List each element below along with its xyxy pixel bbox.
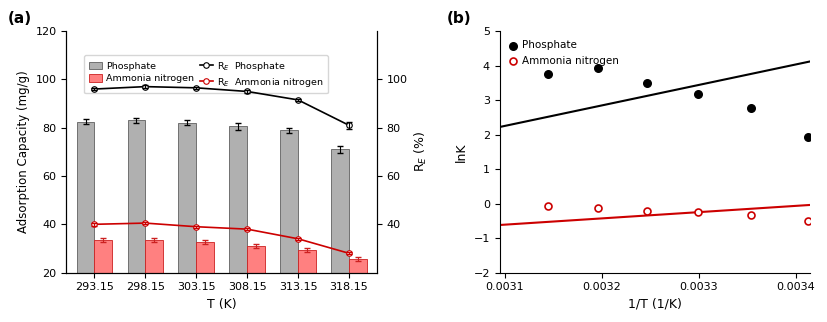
Bar — [280, 130, 298, 321]
Bar — [94, 240, 112, 321]
Bar — [77, 122, 94, 321]
Ammonia nitrogen — [691, 210, 705, 215]
X-axis label: T (K): T (K) — [207, 298, 237, 311]
Bar — [298, 250, 316, 321]
Text: (a): (a) — [7, 11, 31, 26]
Phosphate — [691, 92, 705, 97]
Bar — [127, 120, 146, 321]
Bar — [196, 242, 214, 321]
Legend: Phosphate, Ammonia nitrogen, R$_E$  Phosphate, R$_E$  Ammonia nitrogen: Phosphate, Ammonia nitrogen, R$_E$ Phosp… — [84, 55, 328, 93]
Bar — [179, 123, 196, 321]
Ammonia nitrogen — [744, 212, 758, 217]
Bar — [247, 246, 265, 321]
Phosphate — [591, 65, 605, 71]
Y-axis label: Adsorption Capacity (mg/g): Adsorption Capacity (mg/g) — [17, 71, 30, 233]
Y-axis label: lnK: lnK — [455, 142, 468, 162]
Phosphate — [744, 106, 758, 111]
Ammonia nitrogen — [542, 204, 555, 209]
Ammonia nitrogen — [801, 218, 815, 223]
Phosphate — [801, 135, 815, 140]
Bar — [146, 240, 163, 321]
Phosphate — [542, 71, 555, 76]
X-axis label: 1/T (1/K): 1/T (1/K) — [628, 298, 682, 311]
Text: (b): (b) — [447, 11, 471, 26]
Phosphate — [641, 80, 654, 85]
Ammonia nitrogen — [641, 209, 654, 214]
Ammonia nitrogen — [591, 205, 605, 210]
Bar — [349, 259, 366, 321]
Legend: Phosphate, Ammonia nitrogen: Phosphate, Ammonia nitrogen — [505, 36, 623, 70]
Bar — [331, 149, 349, 321]
Bar — [229, 127, 247, 321]
Y-axis label: R$_{E}$ (%): R$_{E}$ (%) — [414, 131, 429, 173]
